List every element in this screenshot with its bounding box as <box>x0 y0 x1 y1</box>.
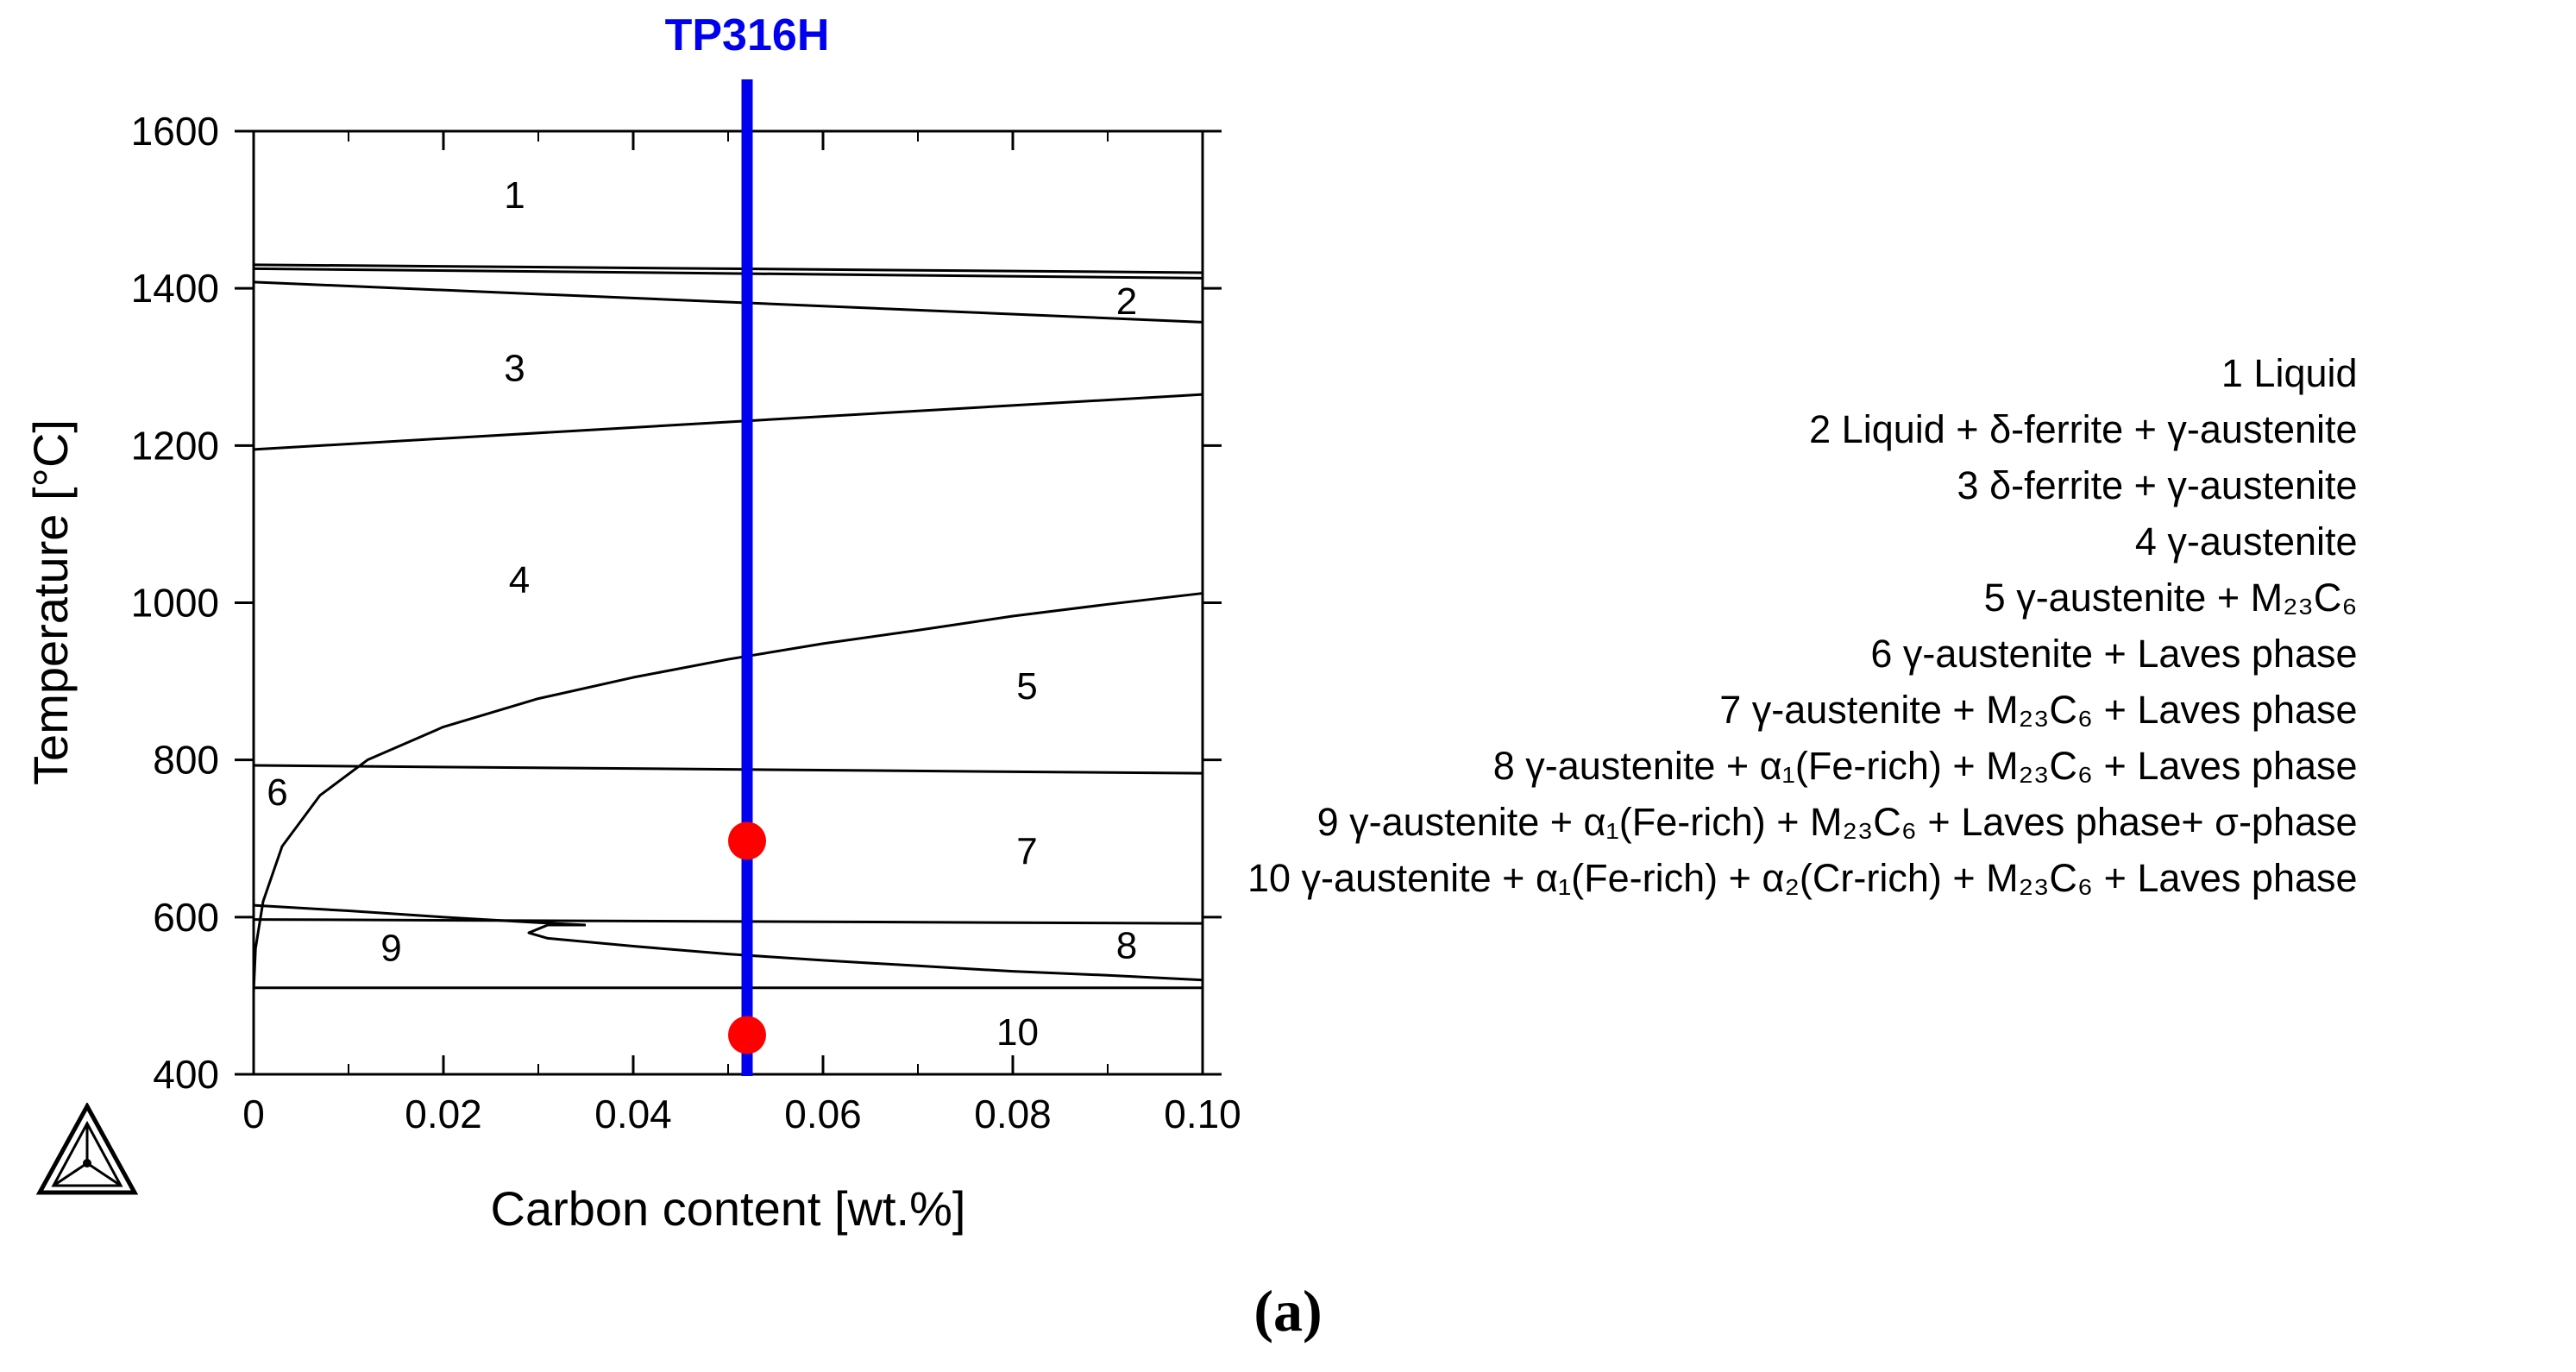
x-axis-label: Carbon content [wt.%] <box>491 1181 966 1236</box>
x-tick-label: 0.02 <box>405 1092 482 1136</box>
legend-item-2: 2 Liquid + δ-ferrite + γ-austenite <box>1809 407 2358 451</box>
region-label: 3 <box>504 347 525 389</box>
x-tick-label: 0.06 <box>784 1092 862 1136</box>
tick-labels: 0 0.02 0.04 0.06 0.08 0.104006008001000120014… <box>131 109 1241 1136</box>
phase-boundary-line <box>527 923 1203 982</box>
composition-overlay <box>728 79 766 1076</box>
phase-boundaries <box>252 263 1203 992</box>
composition-label: TP316H <box>665 10 830 60</box>
y-tick-label: 1600 <box>131 109 219 154</box>
region-label: 9 <box>380 927 401 969</box>
x-tick-label: 0.10 <box>1164 1092 1241 1136</box>
phase-legend: 1 Liquid 2 Liquid + δ-ferrite + γ-austen… <box>1247 345 2358 906</box>
phase-boundary-line <box>253 918 1203 925</box>
y-tick-label: 800 <box>153 738 219 783</box>
y-tick-label: 600 <box>153 895 219 940</box>
region-label: 5 <box>1016 665 1037 708</box>
y-tick-label: 400 <box>153 1052 219 1097</box>
legend-item-1: 1 Liquid <box>2221 351 2358 395</box>
thermocalc-logo-icon <box>36 1103 138 1195</box>
y-tick-label: 1000 <box>131 581 219 626</box>
phase-boundary-line <box>253 393 1203 451</box>
region-label: 6 <box>267 771 287 814</box>
phase-boundary-line <box>253 764 1203 775</box>
region-label: 4 <box>509 559 530 601</box>
figure-caption: (a) <box>1253 1278 1323 1344</box>
x-tick-label: 0.04 <box>594 1092 672 1136</box>
legend-item-8: 8 γ-austenite + α₁(Fe-rich) + M₂₃C₆ + La… <box>1492 744 2358 788</box>
legend-item-9: 9 γ-austenite + α₁(Fe-rich) + M₂₃C₆ + La… <box>1316 800 2358 844</box>
axis-ticks <box>235 129 1222 1076</box>
plot-frame <box>252 129 1204 1076</box>
y-axis-label: Temperature [°C] <box>23 419 78 785</box>
phase-boundary-line <box>253 280 1203 324</box>
region-label: 7 <box>1016 830 1037 872</box>
region-label: 10 <box>996 1011 1039 1054</box>
x-tick-label: 0.08 <box>974 1092 1052 1136</box>
region-label: 1 <box>504 174 525 217</box>
region-labels: 1 2 3 4 5 6 7 8 9 10 <box>267 174 1137 1054</box>
legend-item-6: 6 γ-austenite + Laves phase <box>1870 632 2358 676</box>
phase-boundary-line <box>253 267 1203 280</box>
x-tick-label: 0 <box>242 1092 265 1136</box>
region-label: 2 <box>1116 280 1137 323</box>
phase-boundary-line <box>253 903 587 927</box>
legend-item-10: 10 γ-austenite + α₁(Fe-rich) + α₂(Cr-ric… <box>1247 856 2358 900</box>
region-label: 8 <box>1116 925 1137 967</box>
legend-item-4: 4 γ-austenite <box>2134 519 2358 563</box>
state-point-marker <box>728 821 766 860</box>
phase-boundary-line <box>253 263 1203 274</box>
state-point-marker <box>728 1016 766 1054</box>
y-tick-label: 1400 <box>131 266 219 311</box>
legend-item-7: 7 γ-austenite + M₂₃C₆ + Laves phase <box>1719 688 2358 732</box>
legend-item-5: 5 γ-austenite + M₂₃C₆ <box>1983 576 2358 620</box>
phase-boundary-line <box>252 592 1203 992</box>
y-tick-label: 1200 <box>131 423 219 468</box>
legend-item-3: 3 δ-ferrite + γ-austenite <box>1957 463 2358 507</box>
